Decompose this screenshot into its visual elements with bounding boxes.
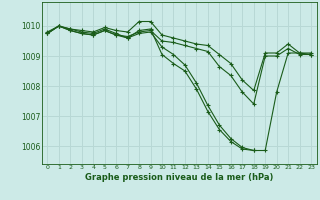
X-axis label: Graphe pression niveau de la mer (hPa): Graphe pression niveau de la mer (hPa) (85, 173, 273, 182)
